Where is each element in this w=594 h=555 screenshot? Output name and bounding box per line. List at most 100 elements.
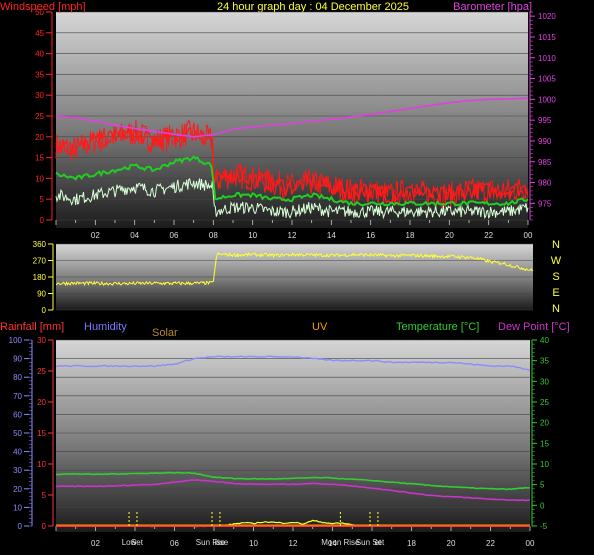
direction-tick-label: 90 bbox=[37, 290, 46, 299]
temperature-tick-label: 10 bbox=[540, 460, 549, 469]
event-marker-label: et bbox=[375, 538, 382, 547]
humidity-tick-label: 40 bbox=[13, 448, 22, 457]
event-marker-label: Moon Rise bbox=[321, 538, 360, 547]
wind-tick-label: 10 bbox=[35, 174, 44, 183]
event-marker-label: Low bbox=[122, 538, 137, 547]
wind-x-tick-label: 18 bbox=[406, 231, 415, 240]
wind-x-tick-label: 16 bbox=[366, 231, 375, 240]
barometer-tick-label: 975 bbox=[538, 199, 552, 208]
atmos-x-tick-label: 10 bbox=[249, 539, 258, 548]
direction-tick-label: 180 bbox=[33, 273, 47, 282]
temperature-tick-label: 20 bbox=[540, 419, 549, 428]
barometer-tick-label: 985 bbox=[538, 158, 552, 167]
barometer-axis-title: Barometer [hpa] bbox=[453, 1, 532, 13]
barometer-tick-label: 980 bbox=[538, 179, 552, 188]
atmos-panel-background bbox=[56, 340, 530, 532]
temperature-tick-label: 0 bbox=[540, 501, 545, 510]
atmos-x-tick-label: 00 bbox=[526, 539, 535, 548]
rain-tick-label: 0 bbox=[42, 522, 47, 531]
atmos-x-tick-label: 06 bbox=[170, 539, 179, 548]
temperature-tick-label: 25 bbox=[540, 398, 549, 407]
barometer-tick-label: 1015 bbox=[538, 33, 556, 42]
humidity-tick-label: 10 bbox=[13, 503, 22, 512]
rain-tick-label: 5 bbox=[42, 491, 47, 500]
rain-tick-label: 15 bbox=[37, 429, 46, 438]
wind-x-tick-label: 14 bbox=[327, 231, 336, 240]
event-marker-label: Set bbox=[131, 538, 144, 547]
atmos-x-tick-label: 12 bbox=[289, 539, 298, 548]
dewpoint-axis-title: Dew Point [°C] bbox=[498, 321, 570, 333]
windspeed-gust-line bbox=[55, 119, 529, 210]
rain-tick-label: 10 bbox=[37, 460, 46, 469]
wind-tick-label: 50 bbox=[35, 8, 44, 17]
temperature-tick-label: 15 bbox=[540, 439, 549, 448]
humidity-axis-title: Humidity bbox=[84, 321, 127, 333]
temperature-tick-label: 40 bbox=[540, 336, 549, 345]
barometer-tick-label: 1005 bbox=[538, 75, 556, 84]
wind-x-tick-label: 02 bbox=[91, 231, 100, 240]
rain-tick-label: 20 bbox=[37, 398, 46, 407]
compass-letter: E bbox=[552, 287, 559, 299]
humidity-tick-label: 20 bbox=[13, 485, 22, 494]
direction-tick-label: 0 bbox=[42, 306, 47, 315]
wind-x-tick-label: 06 bbox=[170, 231, 179, 240]
humidity-tick-label: 60 bbox=[13, 410, 22, 419]
barometer-line bbox=[55, 97, 529, 138]
temperature-tick-label: -5 bbox=[540, 522, 548, 531]
temperature-axis-title: Temperature [°C] bbox=[396, 321, 479, 333]
wind-axis-title: Windspeed [mph] bbox=[0, 1, 86, 13]
barometer-tick-label: 995 bbox=[538, 116, 552, 125]
rain-axis-title: Rainfall [mm] bbox=[0, 321, 64, 333]
compass-letter: N bbox=[552, 303, 560, 315]
axes: 0510152025303540455097598098599099510001… bbox=[9, 8, 562, 548]
direction-tick-label: 360 bbox=[33, 240, 47, 249]
humidity-tick-label: 0 bbox=[18, 522, 23, 531]
humidity-tick-label: 90 bbox=[13, 355, 22, 364]
humidity-tick-label: 100 bbox=[9, 336, 23, 345]
barometer-tick-label: 990 bbox=[538, 137, 552, 146]
chart-title: 24 hour graph day : 04 December 2025 bbox=[217, 1, 409, 13]
wind-tick-label: 20 bbox=[35, 133, 44, 142]
wind-tick-label: 30 bbox=[35, 91, 44, 100]
event-marker-label: Sun Set bbox=[356, 538, 385, 547]
temperature-tick-label: 5 bbox=[540, 481, 545, 490]
dewpoint-line bbox=[55, 478, 531, 502]
wind-tick-label: 25 bbox=[35, 112, 44, 121]
barometer-tick-label: 1010 bbox=[538, 54, 556, 63]
wind-x-tick-label: 04 bbox=[130, 231, 139, 240]
humidity-tick-label: 50 bbox=[13, 429, 22, 438]
wind-x-tick-label: 10 bbox=[248, 231, 257, 240]
event-marker-label: Sun Rise bbox=[196, 538, 229, 547]
wind-tick-label: 35 bbox=[35, 70, 44, 79]
wind-tick-label: 5 bbox=[40, 195, 45, 204]
temperature-tick-label: 30 bbox=[540, 377, 549, 386]
event-marker-label: ise bbox=[215, 538, 226, 547]
rain-tick-label: 25 bbox=[37, 367, 46, 376]
windspeed-gust-line bbox=[55, 126, 529, 204]
wind-x-tick-label: 12 bbox=[288, 231, 297, 240]
wind-x-tick-label: 20 bbox=[445, 231, 454, 240]
uv-title: UV bbox=[312, 321, 328, 333]
humidity-tick-label: 80 bbox=[13, 373, 22, 382]
wind-direction-line bbox=[55, 251, 534, 287]
humidity-tick-label: 30 bbox=[13, 466, 22, 475]
compass-letter: N bbox=[552, 239, 560, 251]
wind-tick-label: 0 bbox=[40, 216, 45, 225]
windspeed-average-line bbox=[55, 155, 529, 207]
humidity-tick-label: 70 bbox=[13, 392, 22, 401]
compass-letter: W bbox=[551, 255, 562, 267]
solar-title: Solar bbox=[152, 327, 178, 339]
wind-tick-label: 40 bbox=[35, 50, 44, 59]
direction-tick-label: 270 bbox=[33, 257, 47, 266]
humidity-line bbox=[55, 355, 531, 371]
temperature-tick-label: 35 bbox=[540, 357, 549, 366]
wind-tick-label: 45 bbox=[35, 29, 44, 38]
atmos-x-tick-label: 02 bbox=[91, 539, 100, 548]
rain-tick-label: 30 bbox=[37, 336, 46, 345]
atmos-x-tick-label: 22 bbox=[486, 539, 495, 548]
series bbox=[55, 97, 534, 528]
wind-tick-label: 15 bbox=[35, 154, 44, 163]
barometer-tick-label: 1000 bbox=[538, 95, 556, 104]
